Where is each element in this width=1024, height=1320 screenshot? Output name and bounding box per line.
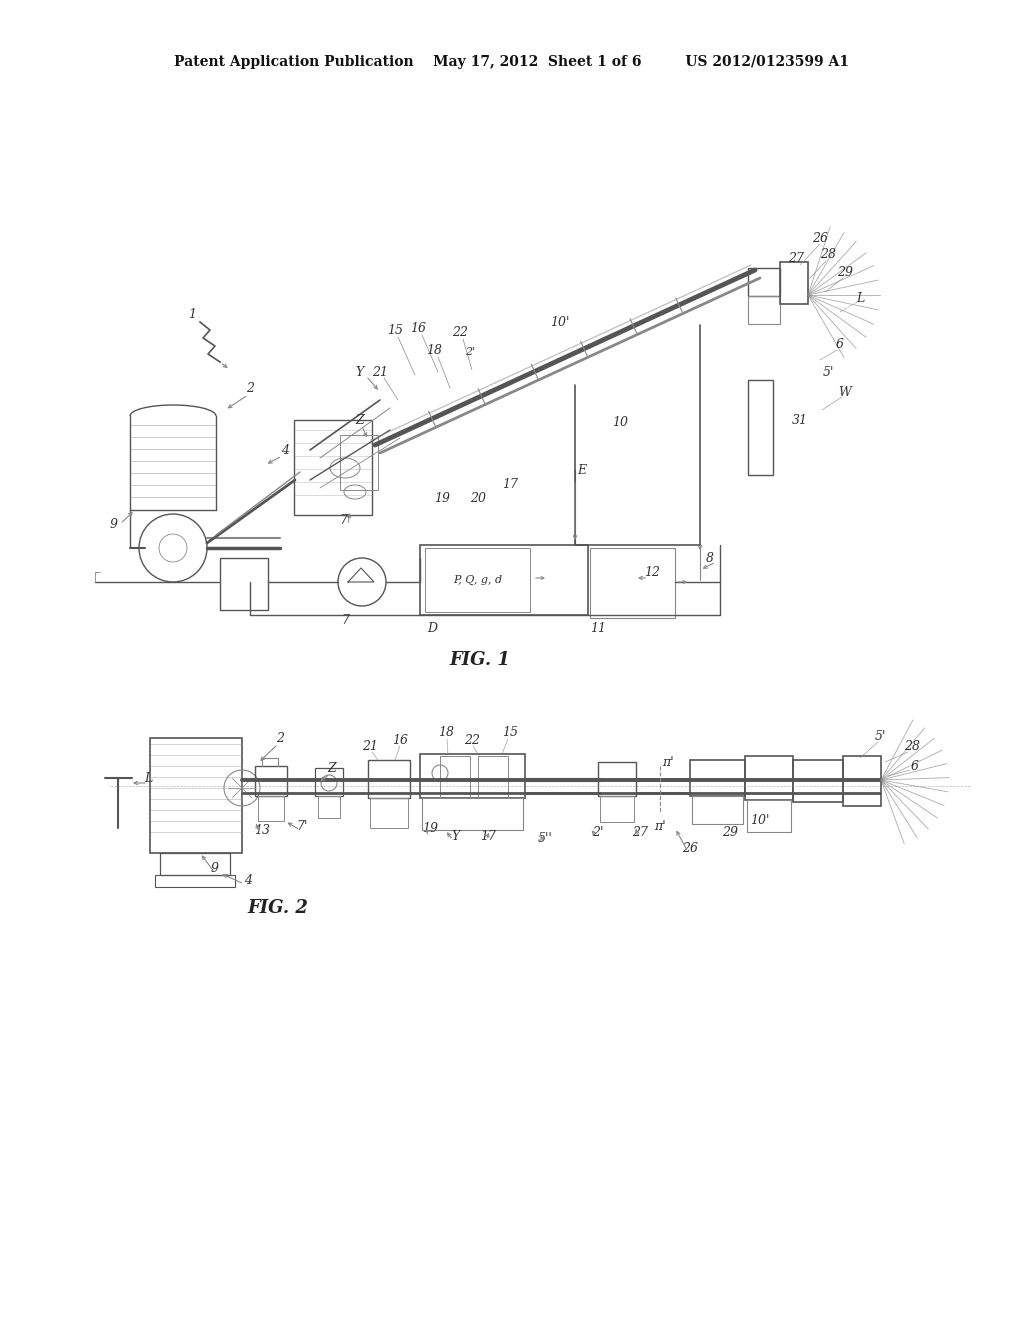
Text: 2: 2 xyxy=(246,381,254,395)
Bar xyxy=(600,796,634,822)
Text: π': π' xyxy=(654,820,666,833)
Bar xyxy=(748,296,780,323)
Text: Patent Application Publication    May 17, 2012  Sheet 1 of 6         US 2012/012: Patent Application Publication May 17, 2… xyxy=(174,55,850,69)
Bar xyxy=(843,756,881,807)
Text: 15: 15 xyxy=(387,323,403,337)
Text: 31: 31 xyxy=(792,413,808,426)
Text: 6: 6 xyxy=(911,759,919,772)
Text: 2: 2 xyxy=(276,731,284,744)
Text: Y: Y xyxy=(451,829,459,842)
Text: 16: 16 xyxy=(410,322,426,334)
Text: 12: 12 xyxy=(644,565,660,578)
Text: 27: 27 xyxy=(788,252,804,264)
Text: 7': 7' xyxy=(296,820,307,833)
Bar xyxy=(590,548,675,618)
Bar xyxy=(745,756,793,800)
Bar xyxy=(258,796,284,821)
Text: 13: 13 xyxy=(254,824,270,837)
Text: 18: 18 xyxy=(438,726,454,739)
Text: E: E xyxy=(578,463,587,477)
Bar xyxy=(422,799,523,830)
Text: L: L xyxy=(144,771,153,784)
Bar xyxy=(294,420,372,515)
Text: 22: 22 xyxy=(452,326,468,338)
Text: 7: 7 xyxy=(341,614,349,627)
Text: 17: 17 xyxy=(502,479,518,491)
Bar xyxy=(150,738,242,853)
Text: 21: 21 xyxy=(372,366,388,379)
Text: 28: 28 xyxy=(820,248,836,261)
Text: 22: 22 xyxy=(464,734,480,747)
Bar xyxy=(160,853,230,875)
Text: 5': 5' xyxy=(874,730,886,742)
Bar xyxy=(255,766,287,796)
Bar xyxy=(155,875,234,887)
Text: 26: 26 xyxy=(682,842,698,854)
Bar xyxy=(692,796,743,824)
Bar xyxy=(748,268,780,296)
Text: 16: 16 xyxy=(392,734,408,747)
Text: 4: 4 xyxy=(244,874,252,887)
Text: 8: 8 xyxy=(706,552,714,565)
Text: 10: 10 xyxy=(612,416,628,429)
Text: 26: 26 xyxy=(812,231,828,244)
Bar xyxy=(368,760,410,799)
Text: 17: 17 xyxy=(480,829,496,842)
Bar xyxy=(780,261,808,304)
Bar xyxy=(315,768,343,796)
Text: 2': 2' xyxy=(592,826,604,840)
Text: 2': 2' xyxy=(465,347,475,356)
Text: 9: 9 xyxy=(211,862,219,874)
Text: 5'': 5'' xyxy=(538,832,552,845)
Text: 11: 11 xyxy=(590,622,606,635)
Bar xyxy=(478,756,508,799)
Text: 20: 20 xyxy=(470,491,486,504)
Text: 28: 28 xyxy=(904,739,920,752)
Bar xyxy=(440,756,470,799)
Text: 19: 19 xyxy=(434,491,450,504)
Bar xyxy=(598,762,636,796)
Text: 15: 15 xyxy=(502,726,518,739)
Text: 19: 19 xyxy=(422,821,438,834)
Bar xyxy=(370,799,408,828)
Text: 9: 9 xyxy=(110,517,118,531)
Text: π': π' xyxy=(663,756,674,770)
Bar xyxy=(793,760,843,803)
Text: FIG. 2: FIG. 2 xyxy=(248,899,308,917)
Text: Z: Z xyxy=(355,413,365,426)
Text: 29: 29 xyxy=(722,826,738,840)
Bar xyxy=(425,548,530,612)
Bar xyxy=(748,380,773,475)
Text: 7': 7' xyxy=(339,513,350,527)
Text: Y: Y xyxy=(356,366,365,379)
Text: 18: 18 xyxy=(426,343,442,356)
Bar xyxy=(690,760,745,796)
Text: 27: 27 xyxy=(632,826,648,840)
Bar xyxy=(318,796,340,818)
Text: 21: 21 xyxy=(362,739,378,752)
Bar xyxy=(420,545,588,615)
Bar xyxy=(746,800,791,832)
Text: 5': 5' xyxy=(822,366,834,379)
Text: P, Q, g, d: P, Q, g, d xyxy=(454,576,503,585)
Bar xyxy=(340,436,378,490)
Text: D: D xyxy=(427,622,437,635)
Text: W: W xyxy=(839,385,851,399)
Bar xyxy=(420,754,525,799)
Bar xyxy=(220,558,268,610)
Text: 1: 1 xyxy=(188,309,196,322)
Text: 6: 6 xyxy=(836,338,844,351)
Text: 10': 10' xyxy=(550,315,569,329)
Text: L: L xyxy=(856,292,864,305)
Text: 4: 4 xyxy=(281,444,289,457)
Text: Z: Z xyxy=(328,762,336,775)
Text: 10': 10' xyxy=(751,813,770,826)
Text: 29: 29 xyxy=(837,265,853,279)
Text: FIG. 1: FIG. 1 xyxy=(450,651,510,669)
